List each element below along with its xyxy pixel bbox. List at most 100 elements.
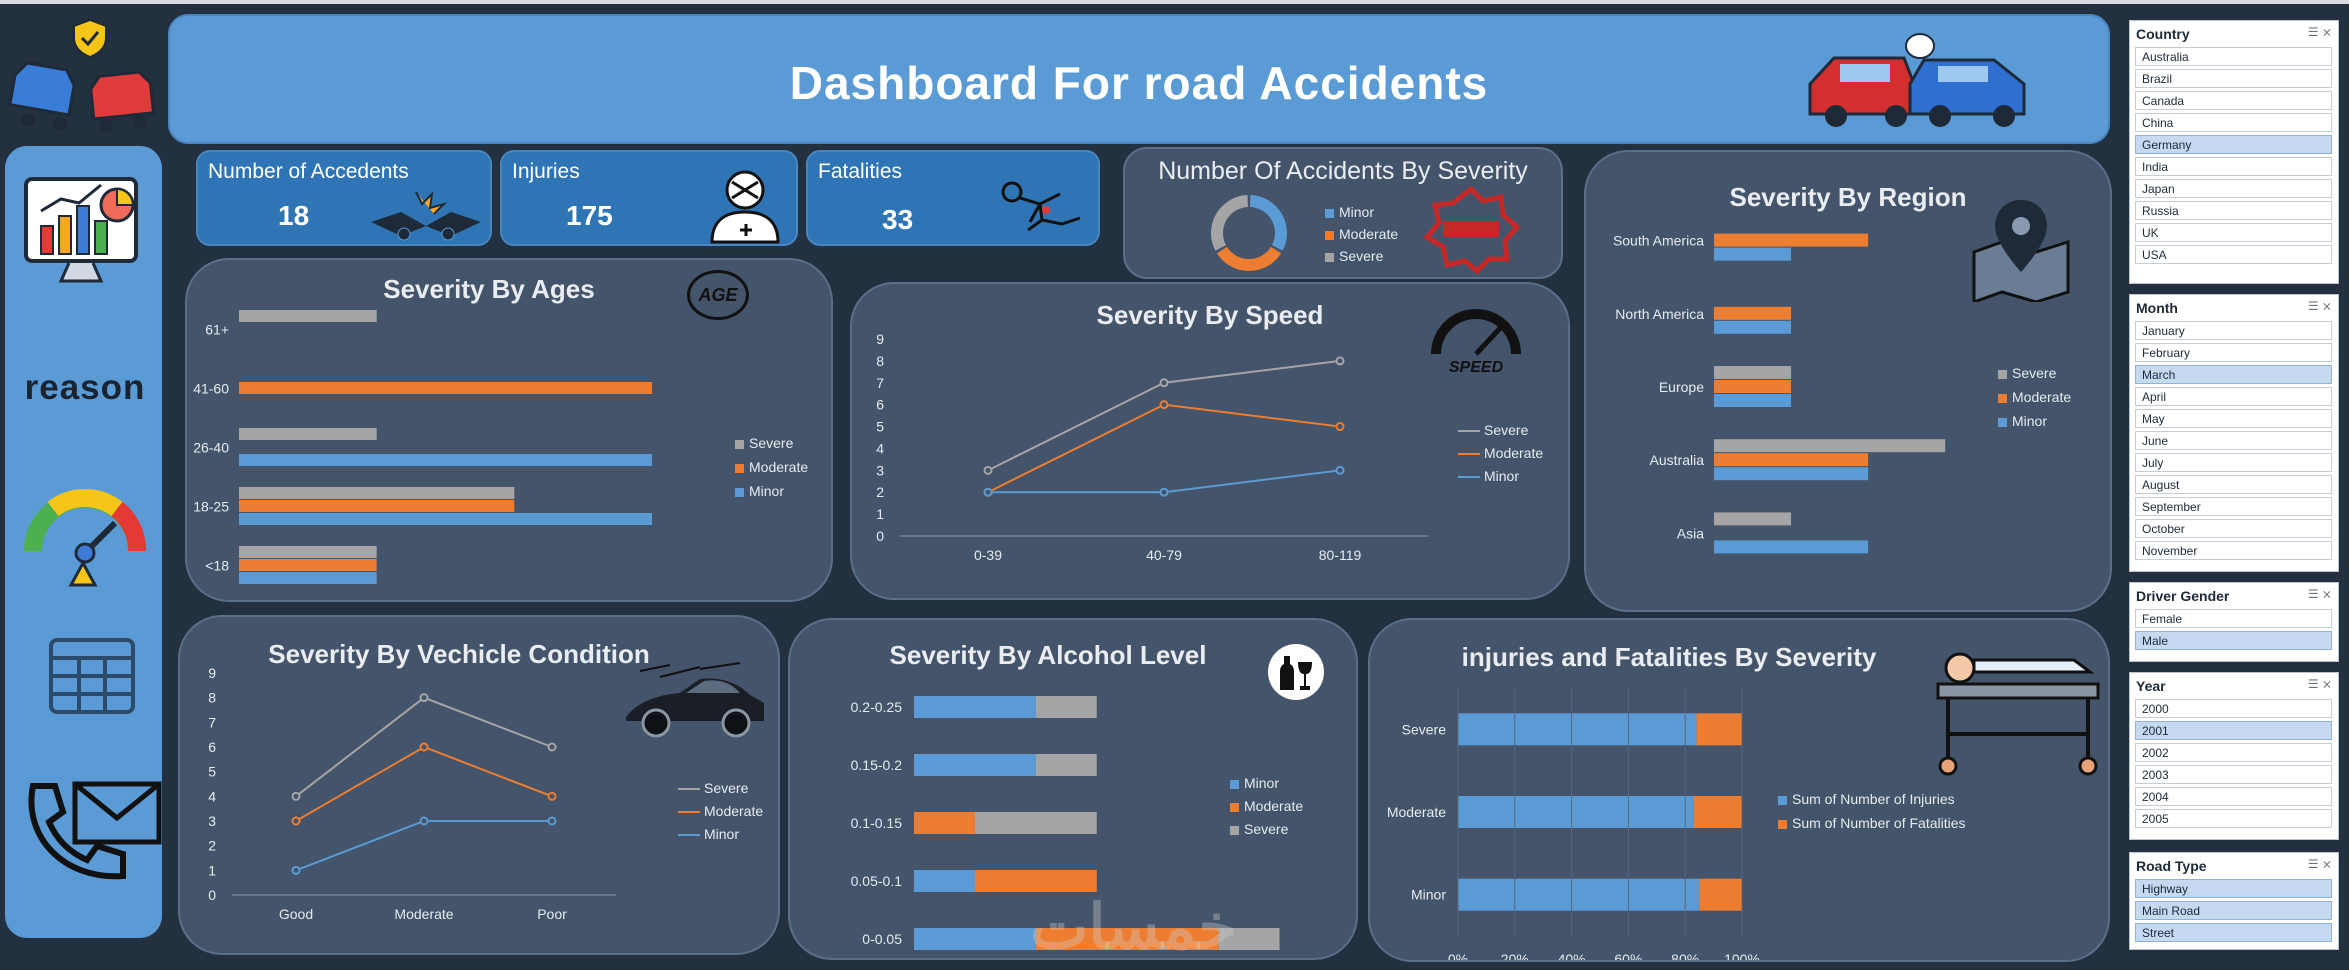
- slicer-item-main-road[interactable]: Main Road: [2135, 901, 2332, 920]
- bar-minor-0.15-0.2: [914, 754, 1036, 776]
- slicer-item-russia[interactable]: Russia: [2135, 201, 2332, 220]
- axis-label-<18: <18: [205, 558, 229, 574]
- slicer-item-highway[interactable]: Highway: [2135, 879, 2332, 898]
- slicer-item-2003[interactable]: 2003: [2135, 765, 2332, 784]
- sidebar-item-reason[interactable]: reason: [15, 368, 155, 418]
- legend-label-minor: Minor: [1244, 775, 1279, 791]
- bar-severe-0-0.05: [1218, 928, 1280, 950]
- analytics-monitor-icon: [24, 177, 138, 283]
- watermark-logo: خمسات: [1030, 893, 1237, 962]
- axis-label-Australia: Australia: [1650, 452, 1705, 468]
- sidebar-item-table[interactable]: [47, 636, 137, 716]
- legend-label-moderate: Moderate: [1484, 445, 1543, 461]
- slicer-item-september[interactable]: September: [2135, 497, 2332, 516]
- bar-moderate-Australia: [1714, 453, 1869, 467]
- slicer-item-march[interactable]: March: [2135, 365, 2332, 384]
- slicer-item-2001[interactable]: 2001: [2135, 721, 2332, 740]
- line-moderate: [987, 403, 1341, 494]
- slicer-item-2004[interactable]: 2004: [2135, 787, 2332, 806]
- slicer-item-uk[interactable]: UK: [2135, 223, 2332, 242]
- tick-label-40%: 40%: [1558, 951, 1586, 962]
- point-moderate-80-119: [1335, 422, 1345, 432]
- legend-swatch-minor: [1998, 418, 2007, 427]
- y-tick-8: 8: [208, 690, 216, 706]
- slicer-item-october[interactable]: October: [2135, 519, 2332, 538]
- slicer-item-january[interactable]: January: [2135, 321, 2332, 340]
- table-grid-icon: [49, 638, 135, 714]
- bar-severe-0.2-0.25: [1035, 696, 1097, 718]
- y-tick-3: 3: [208, 813, 216, 829]
- slicer-item-2002[interactable]: 2002: [2135, 743, 2332, 762]
- slicer-item-female[interactable]: Female: [2135, 609, 2332, 628]
- point-moderate-Poor: [547, 791, 557, 801]
- legend-swatch-moderate: [1325, 231, 1334, 240]
- phone-mail-icon: [28, 781, 162, 880]
- slicer-item-street[interactable]: Street: [2135, 923, 2332, 942]
- age-badge-icon: AGE: [687, 270, 749, 320]
- y-tick-5: 5: [208, 764, 216, 780]
- slicer-item-2000[interactable]: 2000: [2135, 699, 2332, 718]
- slicer-item-japan[interactable]: Japan: [2135, 179, 2332, 198]
- tick-label-60%: 60%: [1614, 951, 1642, 962]
- slicer-item-may[interactable]: May: [2135, 409, 2332, 428]
- slicer-item-february[interactable]: February: [2135, 343, 2332, 362]
- bar-sum-of-number-of-injuries-Minor: [1458, 878, 1700, 911]
- clear-filter-icon[interactable]: ☰ ⨯: [2307, 677, 2332, 691]
- slicer-item-august[interactable]: August: [2135, 475, 2332, 494]
- line-minor: [295, 820, 552, 872]
- speedometer-warning-icon: [24, 489, 146, 587]
- axis-label-18-25: 18-25: [193, 499, 229, 515]
- slicer-item-china[interactable]: China: [2135, 113, 2332, 132]
- slicer-item-male[interactable]: Male: [2135, 631, 2332, 650]
- slicer-item-july[interactable]: July: [2135, 453, 2332, 472]
- clear-filter-icon[interactable]: ☰ ⨯: [2307, 25, 2332, 39]
- point-minor-Moderate: [419, 816, 429, 826]
- kpi-accidents-card: Number of Accedents 18: [196, 150, 492, 246]
- slicer-country: Country ☰ ⨯ Australia Brazil Canada China Germ…: [2129, 20, 2339, 284]
- y-tick-1: 1: [876, 506, 884, 522]
- clear-filter-icon[interactable]: ☰ ⨯: [2307, 299, 2332, 313]
- bar-severe-0.1-0.15: [974, 812, 1097, 834]
- slicer-item-germany[interactable]: Germany: [2135, 135, 2332, 154]
- slicer-item-usa[interactable]: USA: [2135, 245, 2332, 264]
- legend-label-minor: Minor: [1484, 468, 1519, 484]
- sidebar-item-speed[interactable]: [23, 471, 148, 591]
- y-tick-8: 8: [876, 353, 884, 369]
- axis-label-Moderate: Moderate: [1387, 804, 1446, 820]
- legend-swatch-severe: [1325, 253, 1334, 262]
- bar-severe-Europe: [1714, 366, 1792, 379]
- slicer-item-brazil[interactable]: Brazil: [2135, 69, 2332, 88]
- point-severe-Good: [291, 791, 301, 801]
- slicer-item-2005[interactable]: 2005: [2135, 809, 2332, 828]
- tick-label-100%: 100%: [1724, 951, 1760, 962]
- bar-severe-Asia: [1714, 512, 1792, 526]
- sidebar-item-contact[interactable]: [13, 776, 163, 896]
- kpi-fatalities-value: 33: [882, 204, 914, 235]
- axis-label-41-60: 41-60: [193, 381, 229, 397]
- svg-text:SPEED: SPEED: [1449, 359, 1504, 374]
- y-tick-7: 7: [208, 714, 216, 730]
- slicer-item-november[interactable]: November: [2135, 541, 2332, 560]
- slicer-item-april[interactable]: April: [2135, 387, 2332, 406]
- severity-stamp-icon: [1423, 185, 1521, 275]
- axis-label-0.1-0.15: 0.1-0.15: [851, 815, 903, 831]
- slicer-item-australia[interactable]: Australia: [2135, 47, 2332, 66]
- severity-by-speed-panel: Severity By Speed 0 1 2 3 4 5 6 7 8 9 0-39 40-79 80-…: [850, 282, 1570, 600]
- slicer-item-canada[interactable]: Canada: [2135, 91, 2332, 110]
- point-minor-80-119: [1335, 465, 1345, 475]
- slicer-item-india[interactable]: India: [2135, 157, 2332, 176]
- injuries-fatalities-panel: injuries and Fatalities By Severity Mino…: [1368, 618, 2110, 962]
- axis-label-26-40: 26-40: [193, 440, 229, 456]
- kpi-injuries-card: Injuries 175: [500, 150, 798, 246]
- point-moderate-Moderate: [419, 742, 429, 752]
- legend-swatch-sum-of-number-of-fatalities: [1778, 820, 1787, 829]
- clear-filter-icon[interactable]: ☰ ⨯: [2307, 857, 2332, 871]
- axis-label-North America: North America: [1615, 306, 1704, 322]
- sidebar-item-analytics[interactable]: [21, 171, 146, 291]
- slicer-item-june[interactable]: June: [2135, 431, 2332, 450]
- slicer-road-type: Road Type ☰ ⨯ Highway Main Road Street: [2129, 852, 2339, 950]
- clear-filter-icon[interactable]: ☰ ⨯: [2307, 587, 2332, 601]
- severity-by-region-panel: Severity By Region Asia Australia Europe No…: [1584, 150, 2112, 612]
- dashboard-title: Dashboard For road Accidents: [789, 57, 1489, 109]
- slicer-month-title: Month: [2136, 300, 2178, 316]
